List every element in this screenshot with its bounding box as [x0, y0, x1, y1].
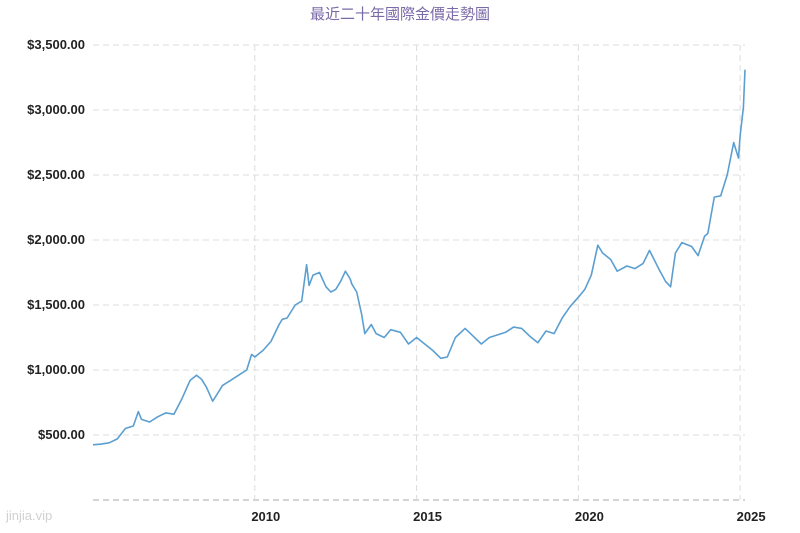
x-tick-label: 2010	[251, 509, 280, 524]
x-tick-label: 2025	[737, 509, 766, 524]
y-axis-ticks: $500.00 $1,000.00 $1,500.00 $2,000.00 $2,500…	[27, 37, 85, 442]
y-tick-label: $1,000.00	[27, 362, 85, 377]
y-tick-label: $2,500.00	[27, 167, 85, 182]
y-tick-label: $1,500.00	[27, 297, 85, 312]
series-line-gold-price	[92, 69, 746, 446]
watermark-text: jinjia.vip	[6, 508, 53, 523]
y-tick-label: $500.00	[38, 427, 85, 442]
x-tick-label: 2020	[575, 509, 604, 524]
x-axis-ticks: 2010 2015 2020 2025	[251, 509, 765, 524]
x-tick-label: 2015	[413, 509, 442, 524]
y-tick-label: $3,000.00	[27, 102, 85, 117]
y-tick-label: $3,500.00	[27, 37, 85, 52]
chart-title: 最近二十年國際金價走勢圖	[310, 5, 490, 23]
grid-layer	[93, 44, 745, 501]
y-tick-label: $2,000.00	[27, 232, 85, 247]
series-layer	[92, 69, 746, 446]
